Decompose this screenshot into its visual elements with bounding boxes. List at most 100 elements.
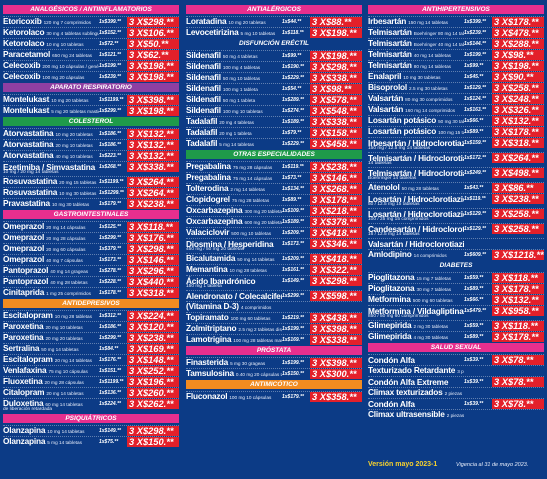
product-name-block: Pravastatina 10 mg 30 tabletas [3, 198, 99, 210]
product-description: Boehringer 80 mg 14 tabletas [413, 31, 464, 36]
product-row: Omeprazol 20 mg 28 cápsulas 1x$299.** 3 X$1… [3, 232, 179, 243]
unit-price: 1x$89.** [464, 286, 484, 292]
product-description: 20 mg 15 tabletas [59, 180, 97, 185]
offer-price-tag: 3 X$358.** [310, 392, 362, 402]
product-description: 20 mg 14 cápsulas [46, 225, 86, 230]
product-name: Sildenafil [186, 83, 221, 93]
product-row: Oxcarbazepina 600 mg 20 tabletas 1x$189.**… [186, 216, 362, 227]
product-name-block: (Vitamina D-3) 4 comprimidos [186, 301, 282, 313]
offer-price-tag: 3 X$578.** [310, 95, 362, 105]
product-name-block: Omeprazol 40 mg 7 cápsulas [3, 254, 99, 266]
product-row: Levocetirizina 5 mg 10 tabletas 1x$118.** 3… [186, 27, 362, 38]
product-name: Pregabalina [186, 172, 231, 182]
product-name: Losartán / Hidroclorotiazida [368, 208, 464, 219]
product-description: 10 mg 20 tabletas [228, 20, 266, 25]
product-name: (Vitamina D-3) [186, 301, 239, 311]
unit-price: 1x$228.** [99, 279, 121, 285]
offer-price-tag: 3 X$198.** [127, 72, 179, 82]
unit-price: 1x$43.** [464, 185, 484, 191]
product-name-block: Ketorolaco 10 mg 10 tabletas [3, 38, 99, 50]
product-row: Tolterodina 2 mg 14 tabletas 1x$134.** 3 X$… [186, 183, 362, 194]
offer-price-tag: 3 X$300.** [310, 369, 362, 379]
product-name-block: Sildenafil 50 mg 10 tabletas [186, 72, 282, 84]
product-name: Valaciclovir [186, 227, 230, 237]
product-description: 100 mg 10 tabletas [222, 109, 263, 114]
product-name-block: Valsartán / Hidroclorotiazida / [368, 239, 464, 250]
product-row: Memantina 10 mg 28 tabletas 1x$161.** 3 X$3… [186, 264, 362, 275]
unit-price: 1x$299.** [282, 293, 304, 299]
validity-label: Vigencia al 31 de mayo 2023. [456, 462, 529, 468]
unit-price: 1x$99.** [464, 63, 484, 69]
product-name: Irbesartán / Hidroclorotiazida [368, 137, 464, 148]
unit-price: 1x$89.** [464, 334, 484, 340]
product-name: Oxcarbazepina [186, 216, 243, 226]
product-description: 5 mg 20 tabletas masticables [51, 109, 99, 114]
product-name: Ezetimiba / Simvastatina [3, 161, 96, 172]
unit-price: 1x$39.** [464, 379, 484, 385]
product-row: Montelukast 10 mg 20 tabletas 1x$1199.** 3 … [3, 94, 179, 105]
product-description: 300 mg 20 tabletas [244, 209, 282, 214]
product-row: Duloxetina 60 mg 14 tabletas 1x$224.** 3 X$… [3, 398, 179, 409]
product-row: Sildenafil 50 mg 10 tabletas 1x$229.** 3 X$… [186, 72, 362, 83]
offer-price-tag: 3 X$398.** [127, 95, 179, 105]
offer-price-tag: 3 X$958.** [492, 306, 544, 316]
offer-price-tag: 3 X$62.** [127, 50, 179, 60]
product-row: Atorvastatina 10 mg 20 tabletas 1x$186.** 3… [3, 128, 179, 139]
product-name: Bisoprolol [368, 82, 408, 92]
product-detail: 100 / 25 mg 15 comprimidos [368, 216, 429, 222]
product-name: Amlodipino [368, 249, 412, 259]
unit-price: 1x$66.** [464, 297, 484, 303]
offer-price-tag: 3 X$118.** [127, 222, 179, 232]
section-header: APARATO RESPIRATORIO [3, 83, 179, 92]
product-description: 10 mg 14 tabletas [47, 429, 85, 434]
product-name-block: Atenolol 50 mg 28 tabletas [368, 182, 464, 194]
unit-price: 1x$312.** [99, 313, 121, 319]
product-description: 1 mg 25 comprimidos [46, 291, 91, 296]
unit-price: 1x$274.** [282, 108, 304, 114]
product-name: Losartán potásico [368, 126, 437, 136]
product-row: Amlodipino 14 comprimidos 1x$609.** 3 X$121… [368, 249, 544, 260]
product-description: 50 mg 14 tabletas [237, 257, 275, 262]
unit-price: 1x$124.** [464, 96, 486, 102]
product-name-block: Oxcarbazepina 300 mg 20 tabletas [186, 205, 282, 217]
unit-price: 1x$169.** [282, 337, 304, 343]
offer-price-tag: 3 X$198.** [492, 61, 544, 71]
product-name-block: Olanzapina 10 mg 14 tabletas [3, 425, 99, 437]
product-name: Irbesartán [368, 16, 407, 26]
product-name: Pantoprazol [3, 265, 49, 275]
product-name: Telmisartán [368, 49, 412, 59]
offer-price-tag [492, 239, 544, 249]
product-name-block: Etoricoxib 120 mg 7 comprimidos [3, 16, 99, 28]
product-name: Climax ultrasensible [368, 409, 445, 419]
unit-price: 1x$134.** [282, 186, 304, 192]
product-name-block: Sildenafil 100 mg 4 tabletas [186, 61, 282, 73]
product-row: Enalapril 10 mg 30 tabletas 1x$45.** 3 X$90… [368, 71, 544, 82]
offer-price-tag: 3 X$106.** [127, 28, 179, 38]
offer-price-tag: 3 X$298.** [127, 426, 179, 436]
offer-price-tag: 3 X$146.** [310, 173, 362, 183]
unit-price: 1x$45.** [464, 74, 484, 80]
product-description: 40 mg 14 tabletas [413, 53, 452, 58]
product-name-block: Sildenafil 100 mg 1 tableta [186, 83, 282, 95]
product-row: Ezetimiba / Simvastatina 1x$268.** 3 X$338… [3, 161, 179, 172]
product-name-block: Enalapril 10 mg 30 tabletas [368, 71, 464, 83]
product-name-block: Celecoxib 100 mg 20 cápsulas [3, 71, 99, 83]
unit-price: 1x$54.** [282, 86, 302, 92]
product-description: 10 mg 20 tabletas [51, 98, 89, 103]
offer-price-tag: 3 X$298.** [127, 244, 179, 254]
product-name: Sertralina [3, 343, 40, 353]
offer-price-tag: 3 X$178.** [492, 284, 544, 294]
product-row: Fluoxetina 20 mg 28 cápsulas 1x$1199.** 3 X… [3, 376, 179, 387]
product-row: Venlafaxina 75 mg 10 cápsulas 1x$151.** 3 X… [3, 365, 179, 376]
product-name: Telmisartán [368, 60, 412, 70]
unit-price: 1x$229.** [282, 141, 304, 147]
unit-price: 1x$173.** [282, 241, 304, 247]
product-name-block: Escitalopram 10 mg 28 tabletas [3, 310, 99, 322]
product-name: Clopidogrel [186, 194, 230, 204]
product-name: Glimepirida [368, 320, 412, 330]
product-name: Losartán / Hidroclorotiazida [368, 193, 464, 204]
